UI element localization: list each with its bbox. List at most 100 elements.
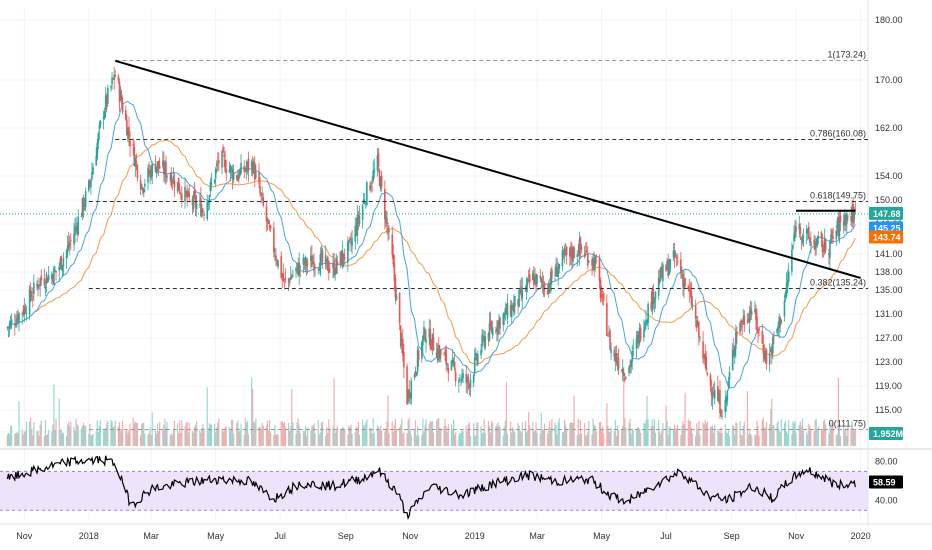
volume-bar <box>380 425 382 446</box>
candle-body <box>783 301 786 317</box>
candle-body <box>185 190 187 194</box>
volume-bar <box>698 421 700 446</box>
volume-bar <box>343 427 345 446</box>
volume-bar <box>608 431 610 446</box>
volume-bar <box>836 434 838 446</box>
volume-bar <box>732 425 734 446</box>
candle-body <box>851 207 853 223</box>
volume-bar <box>761 419 763 446</box>
volume-bar <box>667 435 669 446</box>
volume-bar <box>751 435 753 446</box>
volume-bar <box>758 435 760 446</box>
candle-body <box>814 245 816 250</box>
candle-body <box>414 371 417 374</box>
time-tick-label: Jul <box>274 531 286 541</box>
volume-bar <box>631 428 633 446</box>
candle-body <box>105 94 108 105</box>
candle-body <box>510 305 513 318</box>
candle-body <box>436 348 439 361</box>
candle-body <box>166 175 168 178</box>
volume-bar <box>778 430 780 446</box>
volume-bar <box>460 432 462 446</box>
candle-body <box>39 278 41 286</box>
candle-body <box>579 237 582 249</box>
candle-body <box>298 262 301 276</box>
volume-bar <box>24 430 26 446</box>
volume-bar <box>206 387 208 446</box>
candle-body <box>365 203 367 205</box>
volume-bar <box>429 421 431 446</box>
volume-bar <box>534 430 536 446</box>
candle-body <box>572 247 574 262</box>
volume-bar <box>645 420 647 446</box>
candle-body <box>787 271 790 282</box>
candle-body <box>673 251 676 258</box>
volume-bar <box>320 422 323 446</box>
volume-bar <box>221 430 223 446</box>
volume-bar <box>524 421 527 446</box>
volume-bar <box>594 426 596 446</box>
volume-bar <box>391 421 393 446</box>
volume-bar <box>802 430 805 446</box>
candle-body <box>557 269 560 277</box>
volume-bar <box>8 433 11 446</box>
candle-body <box>778 317 780 329</box>
volume-bar <box>149 426 151 446</box>
volume-bar <box>218 418 220 446</box>
candle-body <box>52 275 54 283</box>
volume-bar <box>588 420 590 446</box>
volume-bar <box>6 434 9 446</box>
volume-bar <box>392 432 394 446</box>
candle-body <box>148 169 150 175</box>
volume-bar <box>140 435 142 446</box>
candle-body <box>267 220 270 224</box>
candle-body <box>821 240 824 253</box>
volume-bar <box>799 421 801 446</box>
volume-bar <box>267 430 270 446</box>
candle-body <box>265 206 268 222</box>
volume-bar <box>265 425 268 446</box>
candle-body <box>542 285 545 287</box>
volume-bar <box>289 430 291 446</box>
candle-body <box>733 345 736 357</box>
candle-body <box>489 320 492 328</box>
volume-bar <box>347 434 349 446</box>
rsi-badge-label: 58.59 <box>873 478 896 488</box>
candle-body <box>616 361 619 364</box>
volume-bar <box>699 434 701 446</box>
volume-bar <box>469 435 472 446</box>
volume-bar <box>303 431 306 446</box>
candle-body <box>565 246 568 256</box>
volume-bar <box>192 432 195 446</box>
candle-body <box>170 173 173 186</box>
candle-body <box>40 275 43 281</box>
volume-bar <box>400 424 402 446</box>
volume-bar <box>73 426 75 446</box>
volume-bar <box>302 430 305 446</box>
candle-body <box>400 339 403 345</box>
candle-body <box>756 316 758 331</box>
volume-bar <box>208 423 210 446</box>
candle-body <box>822 248 825 250</box>
candle-body <box>844 218 847 226</box>
candle-body <box>721 415 723 417</box>
candle-body <box>70 240 72 242</box>
volume-bar <box>658 419 660 446</box>
candle-body <box>477 354 479 364</box>
candle-body <box>571 252 573 260</box>
candle-body <box>847 215 849 217</box>
candle-body <box>688 287 691 293</box>
candle-body <box>799 227 802 234</box>
volume-bar <box>727 429 730 446</box>
volume-bar <box>835 434 837 446</box>
volume-bar <box>29 421 31 446</box>
candle-body <box>177 177 180 191</box>
candle-body <box>127 128 129 139</box>
candle-body <box>195 203 198 209</box>
candle-body <box>777 325 779 331</box>
volume-bar <box>99 420 102 446</box>
candle-body <box>817 236 820 239</box>
volume-bar <box>817 426 819 446</box>
candle-body <box>546 290 549 295</box>
